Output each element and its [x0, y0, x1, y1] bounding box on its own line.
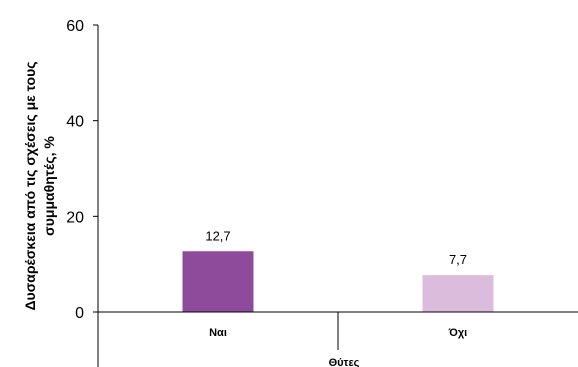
y-tick-label: 60 [66, 18, 84, 35]
bar-value-label: 12,7 [205, 228, 230, 243]
y-axis-title-line-2: συμμαθητές, % [41, 136, 57, 236]
y-axis-title-line-1: Δυσαρέσκεια από τις σχέσεις με τους [22, 61, 38, 310]
x-axis-categories: Ναι Όχι [209, 312, 467, 350]
y-tick-label: 20 [66, 209, 84, 226]
y-tick-label: 40 [66, 114, 84, 131]
bars: 12,7 7,7 [182, 228, 494, 312]
bar [422, 275, 494, 312]
x-category-label: Ναι [209, 327, 227, 339]
bar [182, 251, 254, 312]
x-axis-title: Θύτες [329, 357, 360, 367]
y-axis-title: Δυσαρέσκεια από τις σχέσεις με τους συμμ… [22, 61, 57, 310]
bar-value-label: 7,7 [449, 252, 467, 267]
x-category-label: Όχι [448, 327, 467, 339]
y-axis-ticks: 0 20 40 60 [66, 18, 98, 322]
y-tick-label: 0 [75, 305, 84, 322]
